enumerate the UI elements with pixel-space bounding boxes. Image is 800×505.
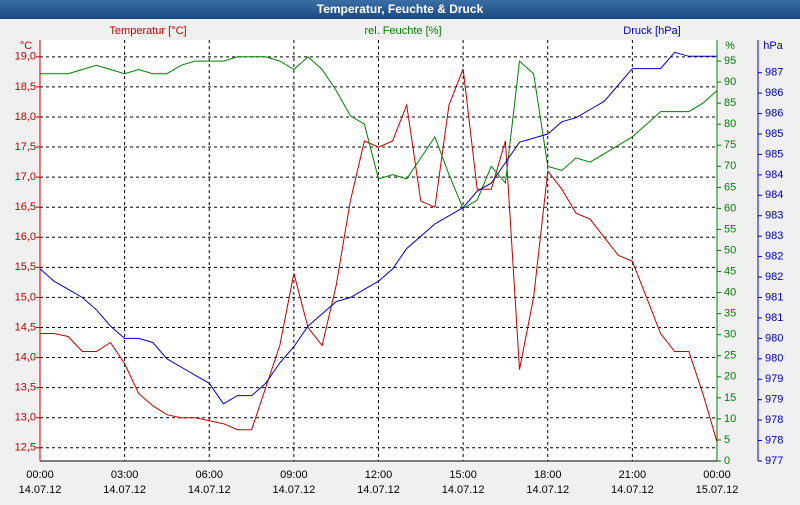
y-tick-label: 15,0	[15, 291, 36, 303]
y2-tick-label: 85	[724, 97, 736, 109]
x-tick-label: 00:00	[26, 469, 54, 481]
legend-label: Druck [hPa]	[623, 25, 680, 37]
y3-tick-label: 984	[765, 169, 783, 181]
series-line	[40, 68, 718, 442]
y3-tick-label: 987	[765, 67, 783, 79]
y3-tick-label: 977	[765, 455, 783, 467]
y2-tick-label: 0	[724, 455, 730, 467]
y-tick-label: 13,5	[15, 382, 36, 394]
y3-tick-label: 985	[765, 148, 783, 160]
y2-tick-label: 25	[724, 350, 736, 362]
y-tick-label: 19,0	[15, 51, 36, 63]
y-tick-label: 18,0	[15, 111, 36, 123]
x-tick-label: 15:00	[449, 469, 477, 481]
y2-tick-label: 5	[724, 434, 730, 446]
y3-tick-label: 980	[765, 353, 783, 365]
y2-tick-label: 65	[724, 181, 736, 193]
y3-tick-label: 983	[765, 210, 783, 222]
x-tick-label: 00:00	[703, 469, 731, 481]
x-tick-label: 18:00	[534, 469, 562, 481]
y-tick-label: 16,5	[15, 201, 36, 213]
y3-tick-label: 982	[765, 251, 783, 263]
y3-tick-label: 986	[765, 87, 783, 99]
y3-tick-label: 983	[765, 230, 783, 242]
y2-tick-label: 50	[724, 244, 736, 256]
y2-tick-label: 40	[724, 287, 736, 299]
x-tick-date: 14.07.12	[188, 484, 231, 496]
y-tick-label: 17,0	[15, 171, 36, 183]
y2-tick-label: 95	[724, 55, 736, 67]
y-tick-label: 14,5	[15, 321, 36, 333]
y3-tick-label: 980	[765, 332, 783, 344]
y-unit: °C	[20, 40, 32, 52]
y3-tick-label: 985	[765, 128, 783, 140]
y-tick-label: 12,5	[15, 442, 36, 454]
y2-tick-label: 75	[724, 139, 736, 151]
x-tick-date: 14.07.12	[442, 484, 485, 496]
x-tick-date: 14.07.12	[357, 484, 400, 496]
x-tick-date: 14.07.12	[272, 484, 315, 496]
y3-tick-label: 981	[765, 312, 783, 324]
x-tick-label: 09:00	[280, 469, 308, 481]
x-tick-label: 12:00	[365, 469, 393, 481]
y3-tick-label: 984	[765, 189, 783, 201]
legend-label: Temperatur [°C]	[109, 25, 186, 37]
y2-tick-label: 55	[724, 223, 736, 235]
y2-tick-label: 10	[724, 413, 736, 425]
y-tick-label: 15,5	[15, 261, 36, 273]
y2-tick-label: 70	[724, 160, 736, 172]
series-line	[39, 51, 717, 405]
y3-tick-label: 979	[765, 394, 783, 406]
x-tick-date: 15.07.12	[696, 484, 739, 496]
y3-tick-label: 986	[765, 107, 783, 119]
x-tick-date: 14.07.12	[526, 484, 569, 496]
x-tick-date: 14.07.12	[19, 484, 62, 496]
y2-tick-label: 90	[724, 76, 736, 88]
y3-unit: hPa	[763, 40, 783, 52]
y2-tick-label: 35	[724, 308, 736, 320]
y2-tick-label: 80	[724, 118, 736, 130]
y2-tick-label: 45	[724, 265, 736, 277]
y-tick-label: 13,0	[15, 412, 36, 424]
x-tick-date: 14.07.12	[611, 484, 654, 496]
y2-unit: %	[725, 40, 735, 52]
x-tick-label: 03:00	[111, 469, 139, 481]
chart-title: Temperatur, Feuchte & Druck	[317, 2, 484, 16]
y3-tick-label: 981	[765, 291, 783, 303]
y3-tick-label: 979	[765, 373, 783, 385]
x-tick-label: 21:00	[619, 469, 647, 481]
series-line	[40, 56, 718, 210]
x-tick-label: 06:00	[195, 469, 223, 481]
y2-tick-label: 30	[724, 329, 736, 341]
y-tick-label: 16,0	[15, 231, 36, 243]
y-tick-label: 14,0	[15, 351, 36, 363]
x-tick-date: 14.07.12	[103, 484, 146, 496]
y-tick-label: 17,5	[15, 141, 36, 153]
y2-tick-label: 15	[724, 392, 736, 404]
title-bar	[0, 0, 800, 19]
y3-tick-label: 978	[765, 434, 783, 446]
y2-tick-label: 60	[724, 202, 736, 214]
y3-tick-label: 978	[765, 414, 783, 426]
y3-tick-label: 982	[765, 271, 783, 283]
y2-tick-label: 20	[724, 371, 736, 383]
legend-label: rel. Feuchte [%]	[364, 25, 441, 37]
y-tick-label: 18,5	[15, 81, 36, 93]
